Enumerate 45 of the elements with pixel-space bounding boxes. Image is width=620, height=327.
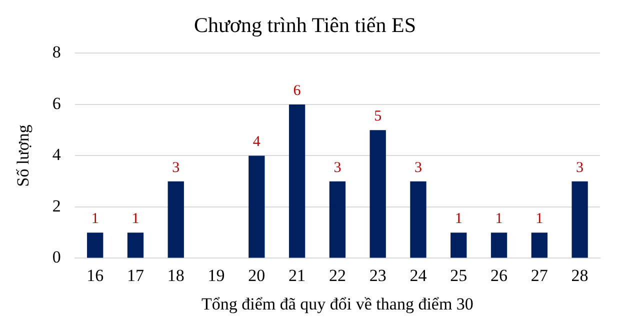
x-tick-label: 18 (167, 266, 184, 285)
data-label: 3 (172, 160, 180, 176)
y-tick-label: 0 (52, 248, 61, 267)
data-label: 4 (252, 134, 261, 150)
y-axis-title: Số lượng (14, 124, 33, 187)
bar (490, 232, 508, 258)
x-tick-label: 19 (208, 266, 225, 285)
bar (248, 156, 265, 258)
x-tick-label: 22 (328, 266, 346, 285)
x-tick-label: 20 (248, 266, 266, 285)
y-tick-label: 4 (52, 145, 62, 164)
x-tick-label: 16 (86, 266, 104, 285)
data-label: 6 (293, 82, 302, 99)
x-tick-label: 25 (450, 266, 468, 285)
bar (572, 181, 588, 258)
bar (329, 181, 346, 258)
x-tick-label: 24 (410, 266, 428, 285)
data-label: 3 (414, 160, 422, 176)
data-label: 5 (374, 108, 382, 125)
x-tick-label: 27 (530, 266, 548, 285)
bar (87, 232, 104, 258)
y-tick-label: 6 (52, 94, 61, 113)
chart-title: Chương trình Tiên tiến ES (194, 13, 416, 38)
data-label: 1 (536, 211, 544, 228)
x-tick-label: 28 (571, 266, 588, 285)
bar (370, 130, 386, 258)
data-label: 1 (495, 211, 503, 228)
bar (450, 232, 467, 258)
bar (410, 181, 426, 258)
x-axis-title: Tổng điểm đã quy đổi về thang điểm 30 (201, 294, 474, 314)
x-tick-label: 26 (490, 266, 508, 285)
data-label: 3 (334, 160, 342, 176)
y-tick-label: 8 (52, 42, 61, 62)
x-tick-label: 21 (288, 266, 306, 285)
y-tick-label: 2 (52, 196, 61, 216)
bar (288, 104, 306, 258)
bar (168, 181, 184, 258)
data-label: 1 (132, 211, 140, 228)
data-label: 3 (576, 160, 584, 176)
x-tick-label: 17 (126, 266, 144, 285)
x-tick-label: 23 (369, 266, 386, 285)
bar (531, 232, 548, 258)
bar (127, 232, 144, 258)
data-label: 1 (454, 211, 462, 228)
data-label: 1 (91, 211, 99, 228)
